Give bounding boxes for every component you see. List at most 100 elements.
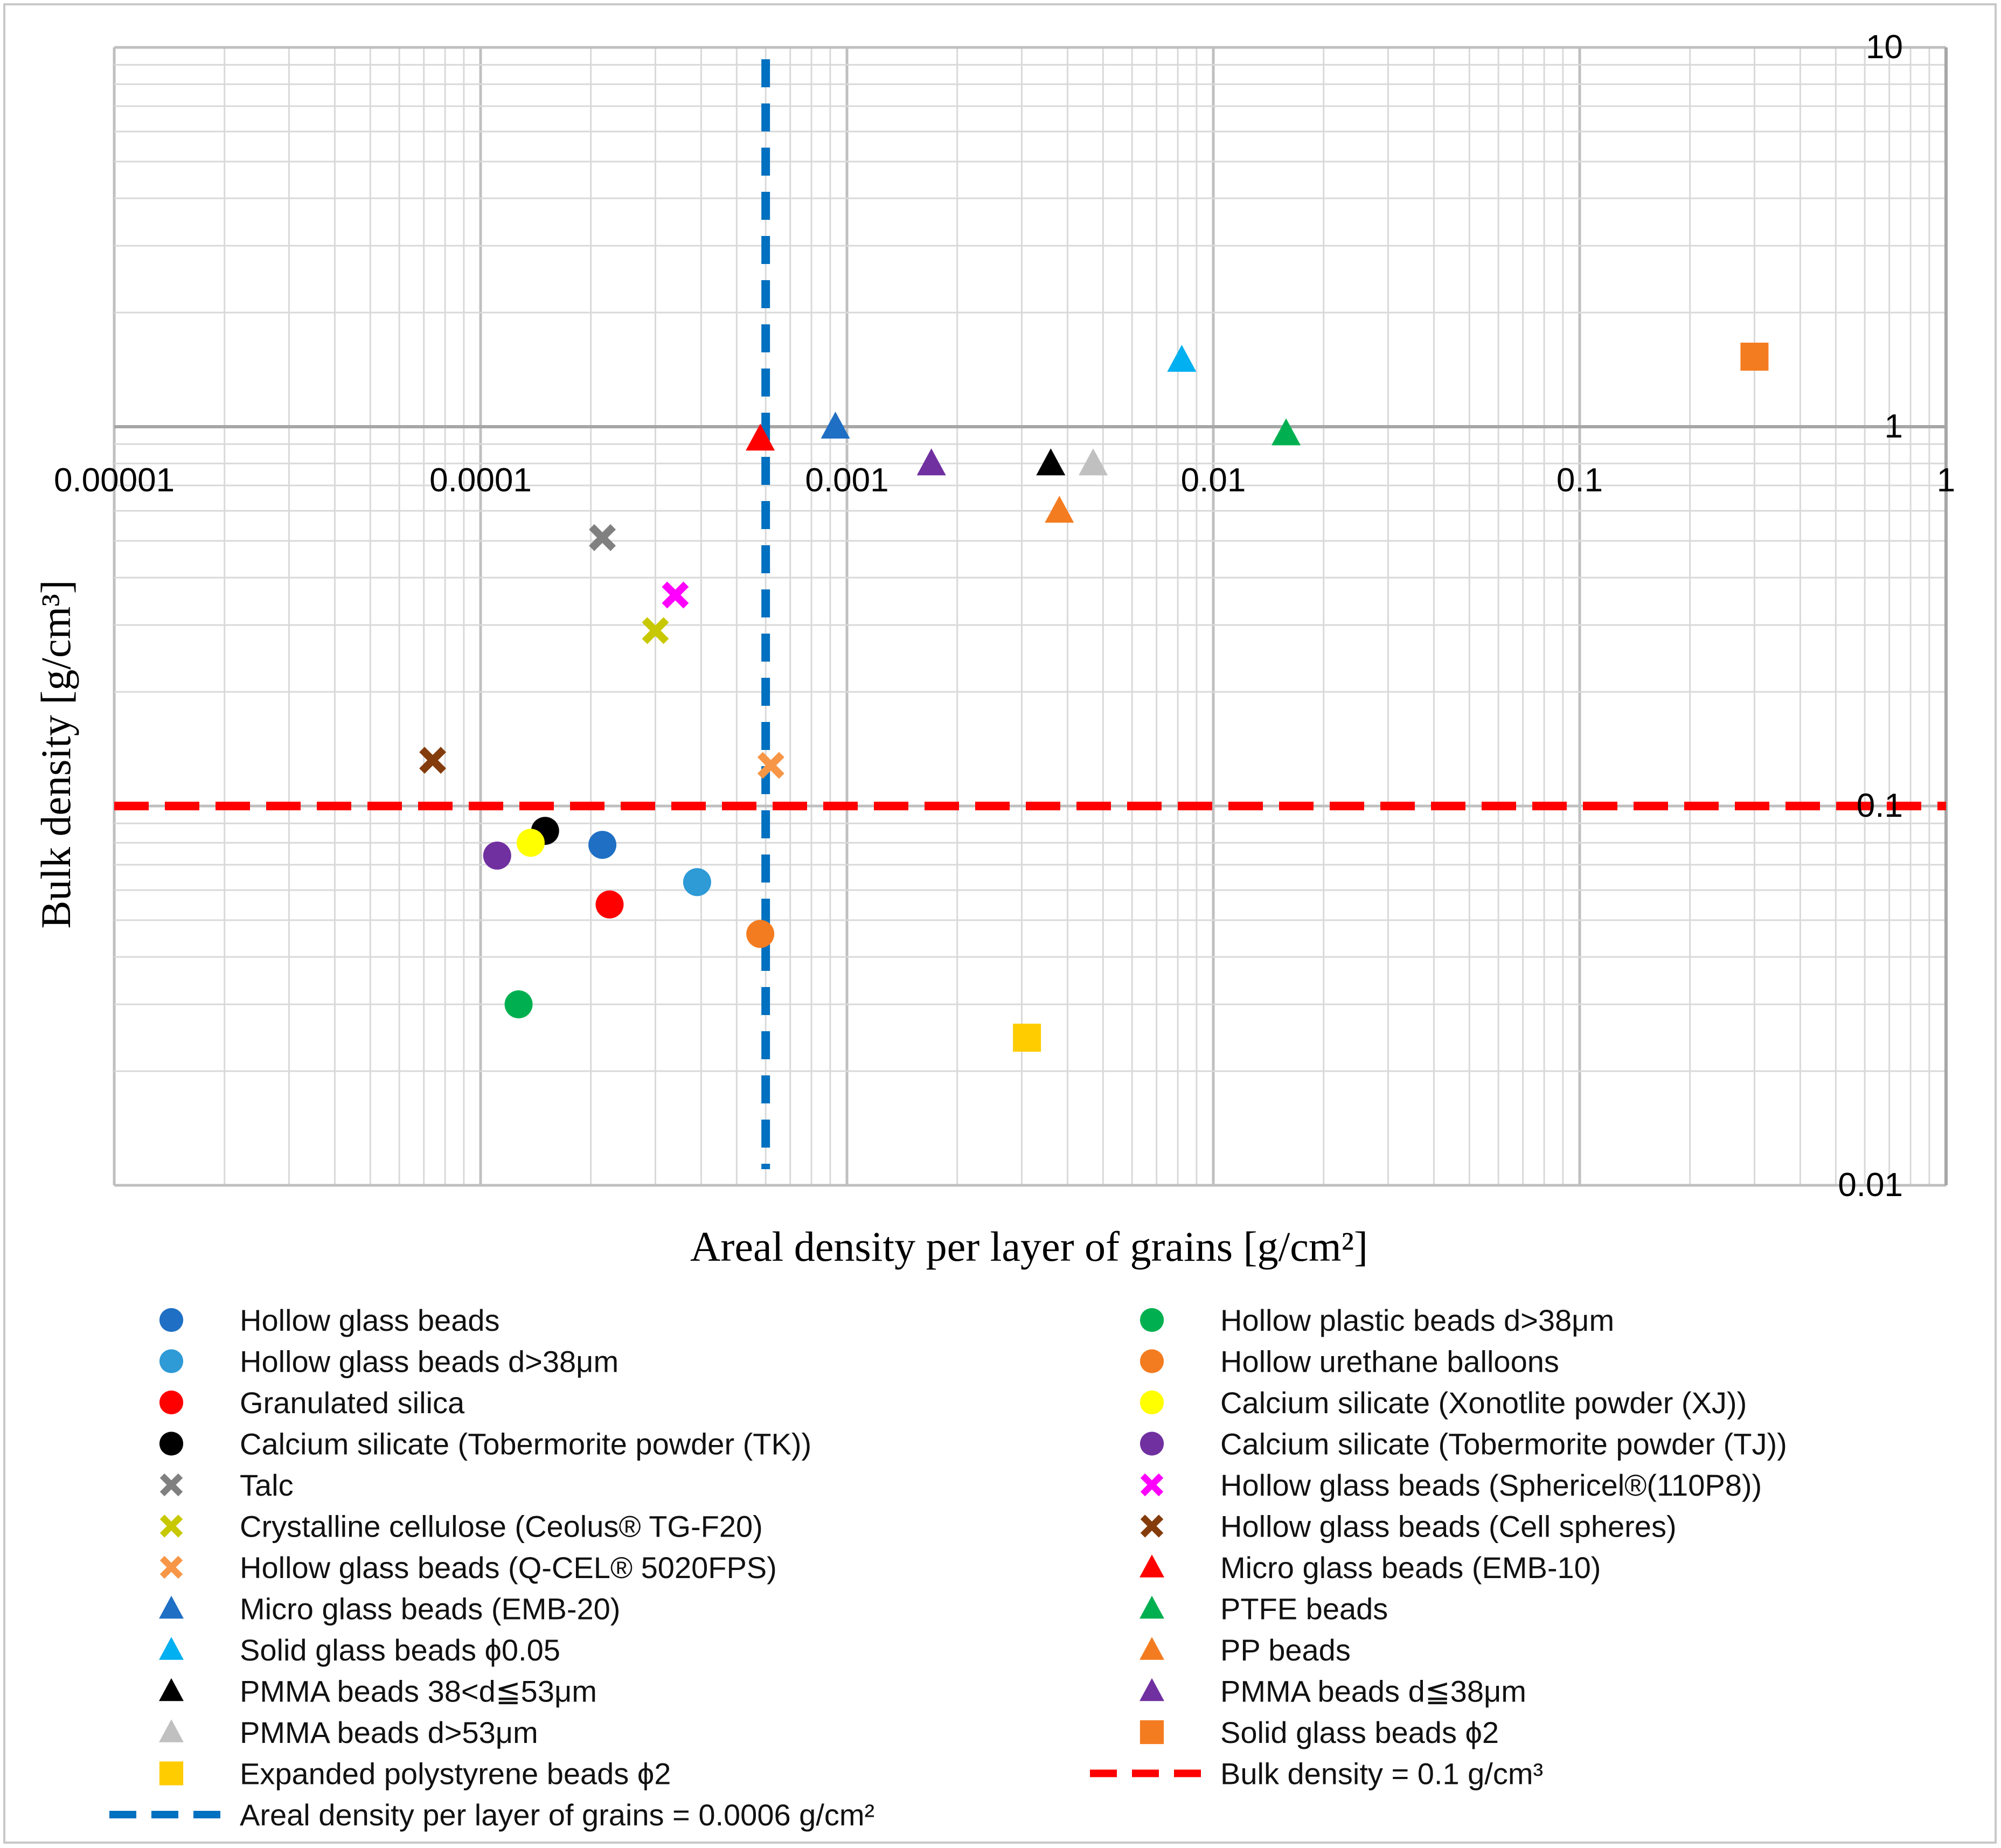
legend-marker [1140,1514,1164,1538]
legend-marker [1140,1595,1164,1619]
legend-entry: Hollow urethane balloons [1140,1345,1559,1379]
x-mark-stroke [757,752,784,779]
axes [114,47,1948,1185]
legend-entry: Crystalline cellulose (Ceolus® TG-F20) [159,1510,763,1544]
data-point [1013,1024,1041,1052]
legend-marker [1140,1308,1164,1332]
legend-label: PTFE beads [1220,1592,1388,1626]
x-tick-label: 0.0001 [429,462,532,499]
legend-entry: PP beads [1140,1633,1351,1667]
legend-entry: PMMA beads d>53μm [159,1715,538,1749]
x-mark-stroke [589,524,616,551]
legend-entry: Hollow glass beads (Q-CEL® 5020FPS) [159,1551,777,1585]
legend-label: Micro glass beads (EMB-20) [240,1592,620,1626]
legend-label: Hollow glass beads (Sphericel®(110P8)) [1220,1468,1762,1502]
x-mark-stroke [159,1514,183,1538]
legend-entry: Areal density per layer of grains = 0.00… [109,1798,874,1832]
legend-entry: Hollow glass beads (Cell spheres) [1140,1510,1677,1544]
data-point [588,831,617,859]
legend-entry: Micro glass beads (EMB-20) [159,1592,620,1626]
legend-marker [1140,1720,1164,1745]
legend-label: Hollow glass beads (Cell spheres) [1220,1510,1677,1544]
legend-marker [159,1390,184,1415]
data-point [821,412,850,439]
legend-label: Hollow urethane balloons [1220,1345,1559,1379]
data-point [757,752,784,779]
legend-entry: PTFE beads [1140,1592,1388,1626]
x-mark-stroke [662,581,689,609]
y-tick-label: 0.01 [1838,1166,1903,1204]
legend-label: PMMA beads 38<d≦53μm [240,1675,597,1708]
x-tick-label: 0.1 [1557,462,1603,499]
legend-marker [159,1473,183,1497]
legend-entry: Solid glass beads ϕ0.05 [159,1633,560,1667]
legend-label: Calcium silicate (Tobermorite powder (TJ… [1220,1427,1787,1461]
legend-label: Granulated silica [240,1386,465,1420]
legend-marker [159,1514,183,1538]
data-point [683,868,711,897]
data-point [746,423,775,451]
x-tick-label: 0.001 [805,462,888,499]
legend-label: Hollow glass beads d>38μm [240,1345,619,1379]
legend-label: PMMA beads d≦38μm [1220,1675,1526,1708]
x-mark-stroke [1140,1514,1164,1538]
data-point [483,842,511,870]
data-point [662,581,689,609]
legend-marker [159,1719,184,1742]
data-point [589,524,616,551]
legend-marker [159,1761,184,1786]
legend-entry: Hollow glass beads d>38μm [159,1345,619,1379]
legend-marker [1140,1390,1164,1415]
legend-label: PP beads [1220,1633,1351,1667]
figure-frame [3,3,1997,1844]
legend-label: Hollow glass beads (Q-CEL® 5020FPS) [240,1551,777,1585]
x-axis-title: Areal density per layer of grains [g/cm²… [690,1223,1368,1270]
data-point [1079,448,1108,476]
legend-entry: Expanded polystyrene beads ϕ2 [159,1757,671,1791]
legend-label: Expanded polystyrene beads ϕ2 [240,1757,671,1791]
legend-entry: Hollow plastic beads d>38μm [1140,1303,1614,1337]
legend-marker [1140,1349,1164,1373]
legend-label: Crystalline cellulose (Ceolus® TG-F20) [240,1510,763,1544]
data-point [1272,418,1301,446]
legend-entry: Hollow glass beads [159,1303,499,1337]
x-mark-stroke [419,747,447,774]
legend-entry: Talc [159,1468,294,1502]
legend-marker [159,1432,184,1456]
legend-entry: Calcium silicate (Tobermorite powder (TJ… [1140,1427,1787,1461]
legend-label: Hollow glass beads [240,1303,499,1337]
legend-entry: Micro glass beads (EMB-10) [1140,1551,1601,1585]
legend-marker [159,1349,184,1373]
data-point [1036,448,1066,476]
legend-label: Calcium silicate (Xonotlite powder (XJ)) [1220,1386,1747,1420]
legend: Hollow glass beads Hollow glass beads d>3… [109,1303,1787,1832]
x-mark-stroke [642,617,669,644]
legend-marker [159,1678,184,1701]
legend-marker [159,1555,183,1579]
reference-lines [114,59,1946,1169]
y-tick-label: 0.1 [1857,787,1903,824]
data-point [504,990,533,1019]
legend-marker [159,1308,184,1332]
legend-label: Hollow plastic beads d>38μm [1220,1303,1614,1337]
legend-label: Calcium silicate (Tobermorite powder (TK… [240,1427,811,1461]
data-point [916,448,946,476]
legend-label: Solid glass beads ϕ0.05 [240,1633,560,1667]
x-mark-stroke [1140,1473,1164,1497]
legend-label: Solid glass beads ϕ2 [1220,1715,1499,1749]
legend-entry: Bulk density = 0.1 g/cm³ [1090,1757,1543,1791]
legend-label: Micro glass beads (EMB-10) [1220,1551,1601,1585]
legend-marker [1140,1637,1164,1660]
data-point [746,920,775,948]
grid [113,46,1948,1187]
legend-label: Talc [240,1468,294,1502]
legend-marker [1140,1432,1164,1456]
legend-entry: Hollow glass beads (Sphericel®(110P8)) [1140,1468,1762,1502]
legend-label: Areal density per layer of grains = 0.00… [240,1798,874,1832]
legend-entry: PMMA beads d≦38μm [1140,1675,1526,1708]
tick-labels: 0.00001 0.0001 0.001 0.01 0.1 1 0.01 0.1 1 10 [54,29,1955,1204]
legend-label: Bulk density = 0.1 g/cm³ [1220,1757,1543,1791]
data-point [516,829,545,857]
legend-marker [1140,1678,1164,1701]
legend-marker [159,1595,184,1619]
